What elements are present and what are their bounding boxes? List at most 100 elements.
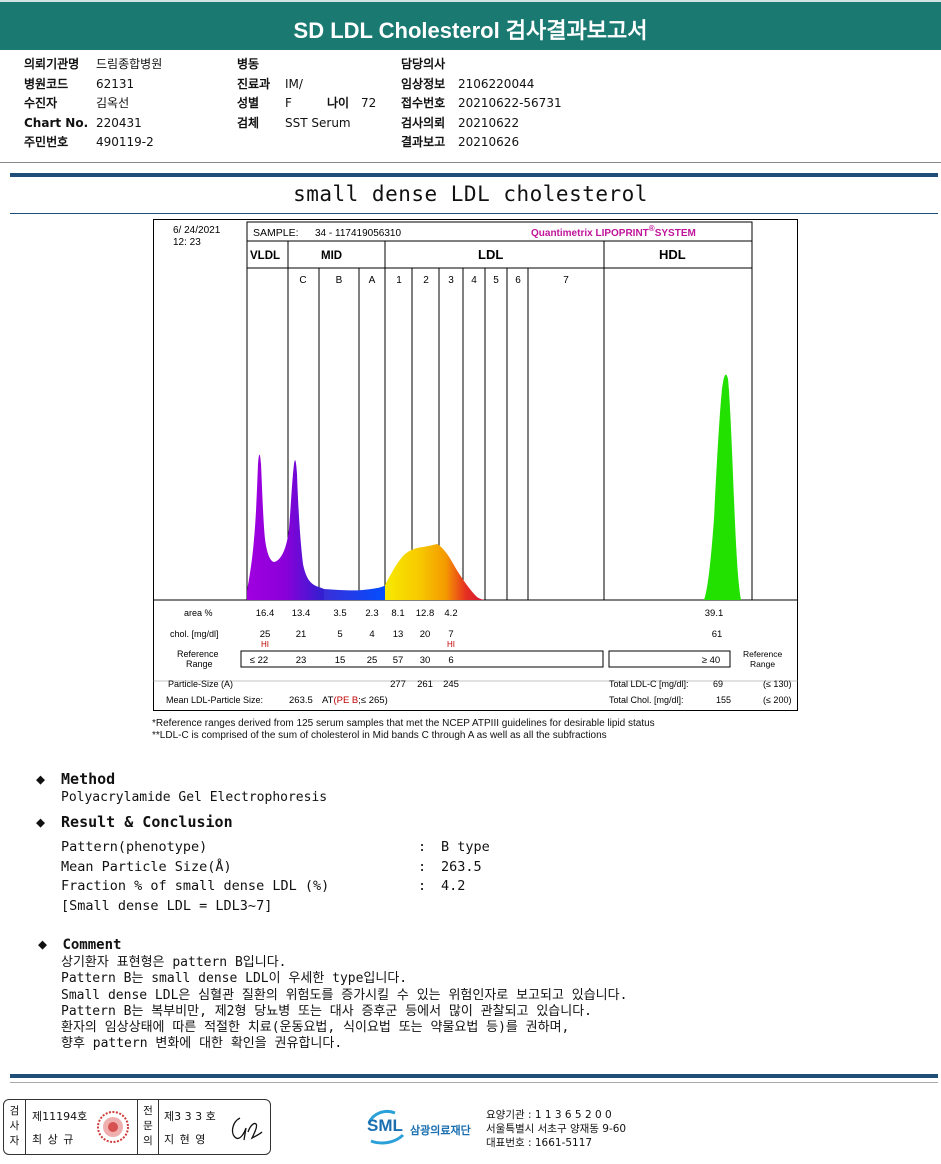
info-row: 결과보고 20210626 (401, 133, 562, 153)
mean-value: 263.5 (289, 695, 313, 706)
comment-line: 환자의 임상상태에 따른 적절한 치료(운동요법, 식이요법 또는 약물요법 등… (61, 1020, 570, 1036)
comment-line: 향후 pattern 변화에 대한 확인을 권유합니다. (61, 1036, 343, 1052)
subband-label: 5 (493, 275, 499, 286)
info-value: IM/ (285, 76, 303, 91)
info-column-1: 의뢰기관명 드림종합병원 병원코드 62131 수진자 김옥선 Chart No. 22… (24, 55, 162, 153)
subband-label: 2 (423, 275, 429, 286)
info-label: Chart No. (24, 115, 89, 130)
band-vldl: VLDL (250, 250, 280, 262)
sample-box (246, 221, 753, 242)
curve-mid-b (324, 585, 388, 600)
info-label: 결과보고 (401, 135, 446, 149)
footnotes: *Reference ranges derived from 125 serum… (152, 718, 655, 742)
total-chol-ref: (≤ 200) (763, 695, 791, 705)
ref-right-label-1: Reference (743, 649, 782, 659)
info-row: 주민번호 490119-2 (24, 133, 162, 153)
info-value: F (285, 96, 292, 110)
info-value: 20210622 (458, 115, 520, 130)
chol-value: 4 (369, 629, 374, 640)
ref-value: ≤ 22 (250, 655, 268, 666)
footnote: **LDL-C is comprised of the sum of chole… (152, 730, 607, 741)
subband-label: 7 (563, 275, 569, 286)
method-text: Polyacrylamide Gel Electrophoresis (61, 790, 328, 805)
info-label: 검체 (237, 115, 260, 130)
particle-value: 245 (443, 679, 459, 690)
info-row: 검체 SST Serum (237, 114, 376, 134)
ref-box-hdl (608, 650, 731, 668)
curve-vldl-mid (247, 454, 324, 600)
ref-row: ≤ 22 23 15 25 57 30 6 ≥ 40 (250, 655, 720, 666)
total-ldl-value: 69 (713, 679, 723, 689)
subband-label: C (299, 275, 306, 286)
area-value: 2.3 (365, 608, 378, 619)
result-label: Mean Particle Size(Å) (61, 859, 232, 875)
info-row: 접수번호 20210622-56731 (401, 94, 562, 114)
ref-value: 6 (448, 655, 453, 666)
result-row: Pattern(phenotype) (61, 839, 207, 855)
ref-value: 30 (420, 655, 431, 666)
result-colon: : (418, 859, 427, 875)
comment-heading: Comment (62, 937, 122, 953)
chol-value: 25 (260, 629, 271, 640)
result-value: 263.5 (441, 859, 482, 875)
info-row: 진료과 IM/ (237, 75, 376, 95)
curve-ldl (385, 544, 486, 600)
specialist-number: 제3 3 3 호 (164, 1110, 216, 1123)
lipoprint-chart: 6/ 24/2021 12: 23 SAMPLE: 34 - 117419056… (153, 219, 798, 711)
info-column-3: 담당의사 임상정보 2106220044 접수번호 20210622-56731 검… (401, 55, 562, 153)
ref-value: ≥ 40 (702, 655, 720, 666)
info-row: 임상정보 2106220044 (401, 75, 562, 95)
org-contact: 요양기관 : 1 1 3 6 5 2 0 0 서울특별시 서초구 양재동 9-6… (486, 1108, 626, 1150)
area-value: 3.5 (333, 608, 346, 619)
report-title: small dense LDL cholesterol (293, 182, 648, 206)
row-label-particle: Particle-Size (A) (168, 679, 233, 689)
result-colon: : (418, 839, 427, 855)
data-table: area % chol. [mg/dl] Reference Range Par… (166, 608, 263, 705)
comment-section: ◆ Comment (38, 935, 121, 953)
chart-time: 12: 23 (173, 237, 201, 248)
info-value: 드림종합병원 (96, 57, 163, 71)
info-value: 220431 (96, 115, 142, 130)
org-phone: 대표번호 : 1661-5117 (486, 1137, 593, 1149)
info-label: 의뢰기관명 (24, 57, 80, 71)
result-heading: Result & Conclusion (61, 813, 233, 831)
comment-line: Pattern B는 복부비만, 제2형 당뇨병 또는 대사 증후군 등에서 많… (61, 1003, 592, 1019)
subband-label: 3 (448, 275, 454, 286)
info-label: 접수번호 (401, 96, 446, 110)
specialist-signature-icon (231, 1117, 263, 1141)
system-label: Quantimetrix LIPOPRINT®SYSTEM (531, 224, 696, 239)
title-underline (10, 213, 938, 214)
info-label: 병동 (237, 57, 260, 71)
total-ldl-ref: (≤ 130) (763, 679, 791, 689)
row-label-chol: chol. [mg/dl] (170, 629, 219, 639)
chol-value: 5 (337, 629, 342, 640)
area-row: 16.4 13.4 3.5 2.3 8.1 12.8 4.2 39.1 (256, 608, 724, 619)
chol-row: 25 21 5 4 13 20 7 61 HI HI (260, 629, 723, 649)
info-row: Chart No. 220431 (24, 114, 162, 134)
info-row: 검사의뢰 20210622 (401, 114, 562, 134)
total-ldl-label: Total LDL-C [mg/dl]: (609, 679, 689, 689)
comment-line: 상기환자 표현형은 pattern B입니다. (61, 955, 287, 970)
band-mid: MID (321, 250, 342, 262)
row-label-ref-1: Reference (177, 649, 219, 659)
info-column-2: 병동 진료과 IM/ 성별 F 나이 72 검체 SST Serum (237, 55, 376, 133)
tester-name: 최 상 규 (32, 1133, 75, 1146)
footer-divider (10, 1082, 938, 1083)
band-ldl: LDL (478, 247, 503, 262)
subband-label: A (369, 275, 376, 286)
area-value: 16.4 (256, 608, 275, 619)
chart-frame (153, 219, 798, 711)
ref-box-ldl (240, 650, 604, 668)
total-chol-value: 155 (716, 695, 731, 705)
org-name: 삼광의료재단 (410, 1124, 471, 1137)
result-section: ◆ Result & Conclusion (36, 813, 233, 831)
info-value: 62131 (96, 76, 135, 91)
info-value: 490119-2 (96, 135, 154, 149)
info-row: 병원코드 62131 (24, 75, 162, 95)
row-label-ref-2: Range (186, 659, 213, 669)
info-value: 김옥선 (96, 96, 130, 110)
info-label: 나이 (327, 96, 350, 110)
ref-value: 25 (367, 655, 378, 666)
hi-flag: HI (447, 640, 455, 649)
subband-label: B (336, 275, 343, 286)
